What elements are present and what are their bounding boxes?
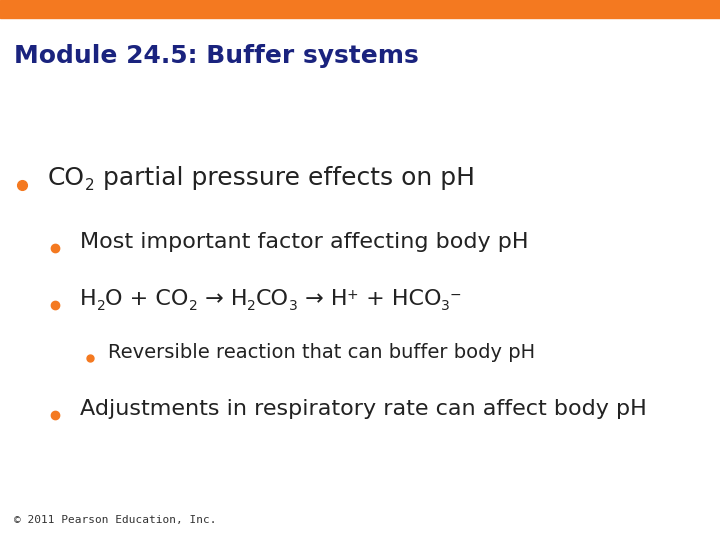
Text: 2: 2: [85, 178, 94, 193]
Text: CO: CO: [256, 289, 289, 309]
Text: H: H: [80, 289, 96, 309]
Text: 3: 3: [289, 299, 297, 313]
Bar: [0, 0, 720, 18]
Text: −: −: [450, 288, 462, 302]
Text: 2: 2: [189, 299, 197, 313]
Text: → H: → H: [297, 289, 347, 309]
Text: +: +: [347, 288, 359, 302]
Text: partial pressure effects on pH: partial pressure effects on pH: [94, 166, 474, 190]
Text: Reversible reaction that can buffer body pH: Reversible reaction that can buffer body…: [108, 343, 535, 362]
Text: O + CO: O + CO: [105, 289, 189, 309]
Text: CO: CO: [48, 166, 85, 190]
Text: → H: → H: [197, 289, 247, 309]
Text: 3: 3: [441, 299, 450, 313]
Text: 2: 2: [96, 299, 105, 313]
Text: Most important factor affecting body pH: Most important factor affecting body pH: [80, 232, 528, 252]
Text: + HCO: + HCO: [359, 289, 441, 309]
Text: 2: 2: [247, 299, 256, 313]
Text: Adjustments in respiratory rate can affect body pH: Adjustments in respiratory rate can affe…: [80, 399, 647, 419]
Text: Module 24.5: Buffer systems: Module 24.5: Buffer systems: [14, 44, 419, 68]
Text: © 2011 Pearson Education, Inc.: © 2011 Pearson Education, Inc.: [14, 515, 217, 525]
